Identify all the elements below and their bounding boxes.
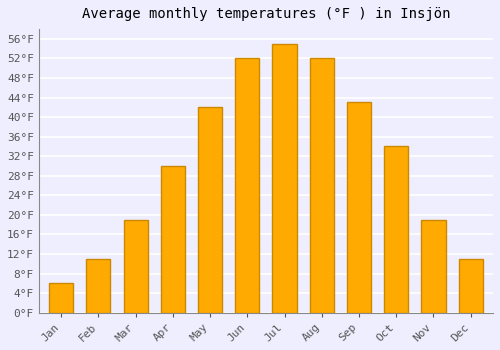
Title: Average monthly temperatures (°F ) in Insjön: Average monthly temperatures (°F ) in In… <box>82 7 450 21</box>
Bar <box>310 58 334 313</box>
Bar <box>422 220 446 313</box>
Bar <box>198 107 222 313</box>
Bar <box>160 166 185 313</box>
Bar <box>272 44 296 313</box>
Bar <box>124 220 148 313</box>
Bar <box>384 146 408 313</box>
Bar <box>86 259 110 313</box>
Bar <box>458 259 483 313</box>
Bar <box>49 283 73 313</box>
Bar <box>235 58 260 313</box>
Bar <box>347 103 371 313</box>
